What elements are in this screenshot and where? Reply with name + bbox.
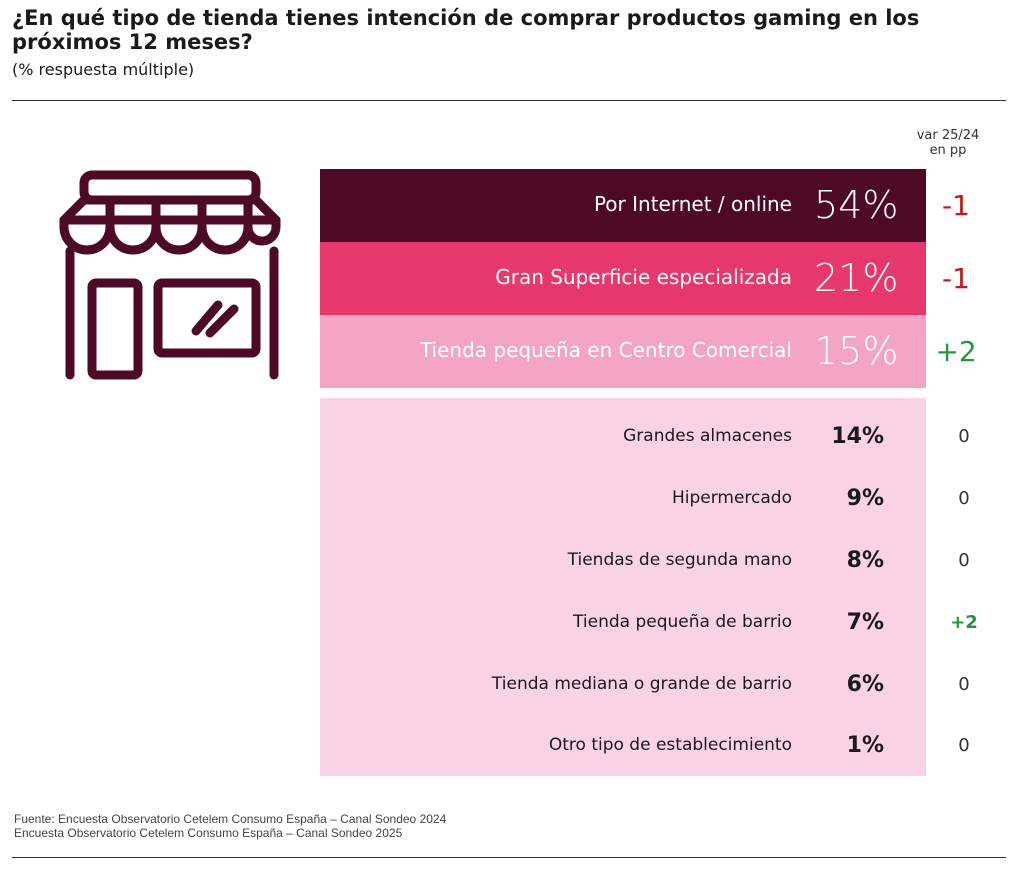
var-value: +2 (950, 612, 978, 633)
var-value: -1 (942, 262, 970, 295)
var-header-line1: var 25/24 (916, 128, 980, 143)
highlight-bar-row: Tienda pequeña en Centro Comercial 15% (320, 315, 926, 388)
highlight-bar-row: Por Internet / online 54% (320, 169, 926, 242)
bar-value: 54% (814, 183, 899, 227)
source-line-1: Fuente: Encuesta Observatorio Cetelem Co… (14, 812, 447, 826)
bar-value: 15% (814, 329, 899, 373)
table-row: Hipermercado 9% (320, 478, 926, 518)
storefront-icon (59, 170, 281, 380)
table-row: Tienda pequeña de barrio 7% (320, 602, 926, 642)
bottom-divider (12, 857, 1006, 858)
row-label: Tienda pequeña de barrio (573, 612, 792, 632)
table-row: Otro tipo de establecimiento 1% (320, 725, 926, 765)
chart-subtitle: (% respuesta múltiple) (12, 60, 195, 79)
table-row: Grandes almacenes 14% (320, 416, 926, 456)
top-divider (12, 100, 1006, 101)
table-row: Tienda mediana o grande de barrio 6% (320, 664, 926, 704)
row-label: Hipermercado (671, 488, 792, 508)
row-label: Otro tipo de establecimiento (548, 735, 792, 755)
var-header-line2: en pp (929, 143, 967, 158)
row-label: Grandes almacenes (623, 426, 792, 446)
var-value: 0 (958, 735, 970, 756)
row-label: Tiendas de segunda mano (567, 550, 792, 570)
row-value: 8% (846, 548, 884, 573)
bar-label: Tienda pequeña en Centro Comercial (419, 338, 792, 362)
row-value: 6% (846, 672, 884, 697)
table-row: Tiendas de segunda mano 8% (320, 540, 926, 580)
bar-label: Por Internet / online (593, 192, 792, 216)
var-value: 0 (958, 488, 970, 509)
row-value: 9% (846, 486, 884, 511)
var-value: 0 (958, 426, 970, 447)
bar-label: Gran Superficie especializada (495, 265, 792, 289)
row-label: Tienda mediana o grande de barrio (491, 674, 792, 694)
var-value: 0 (958, 550, 970, 571)
var-column-header: var 25/24 en pp (912, 128, 984, 158)
source-note: Fuente: Encuesta Observatorio Cetelem Co… (14, 812, 446, 840)
var-value: +2 (935, 335, 977, 368)
var-value: 0 (958, 674, 970, 695)
highlight-bar-row: Gran Superficie especializada 21% (320, 242, 926, 315)
var-value: -1 (942, 189, 970, 222)
lower-panel (320, 398, 926, 776)
source-line-2: Encuesta Observatorio Cetelem Consumo Es… (14, 826, 403, 840)
row-value: 1% (846, 733, 884, 758)
bar-value: 21% (814, 256, 899, 300)
chart-title: ¿En qué tipo de tienda tienes intención … (12, 6, 920, 54)
row-value: 14% (831, 424, 884, 449)
row-value: 7% (846, 610, 884, 635)
